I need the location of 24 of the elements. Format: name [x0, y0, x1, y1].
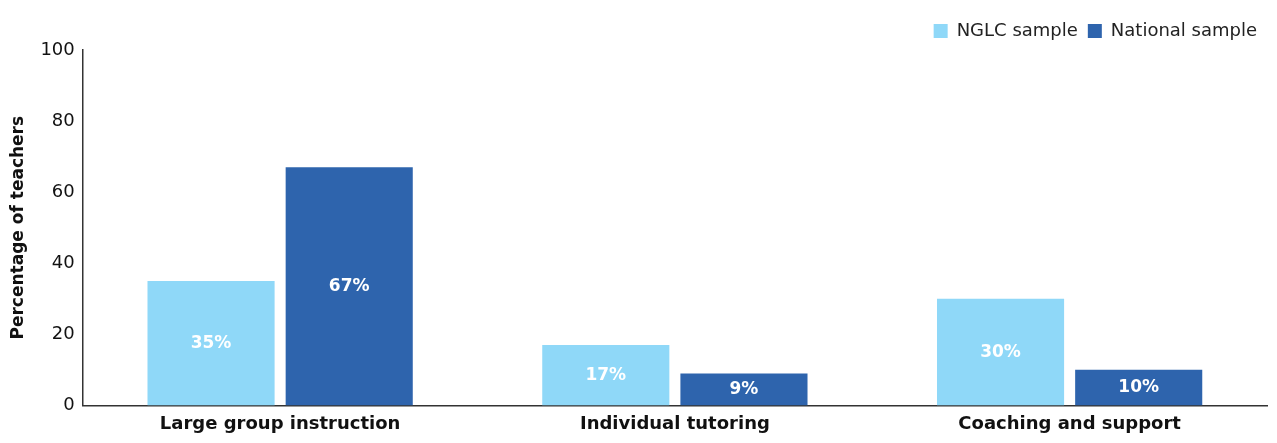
y-tick-label: 100: [40, 37, 75, 59]
y-tick-label: 60: [51, 179, 75, 201]
bar: [1075, 369, 1203, 406]
y-tick-label: 0: [63, 393, 75, 415]
bar: [285, 167, 413, 406]
data-label: 30%: [980, 340, 1021, 361]
y-tick-label: 20: [51, 321, 75, 343]
x-tick-label: Individual tutoring: [579, 411, 770, 433]
legend-label: National sample: [1110, 18, 1257, 40]
data-label: 67%: [328, 274, 370, 295]
y-tick-label: 80: [51, 108, 75, 130]
data-label: 10%: [1118, 376, 1160, 397]
bar: [542, 344, 670, 406]
y-tick-label: 40: [51, 250, 75, 272]
x-tick-label: Large group instruction: [159, 411, 401, 433]
bar: [147, 281, 275, 406]
data-label: 9%: [729, 377, 759, 398]
x-tick-label: Coaching and support: [958, 411, 1182, 433]
legend-label: NGLC sample: [956, 18, 1078, 40]
bar: [680, 373, 808, 406]
data-label: 17%: [585, 363, 627, 384]
y-axis-title: Percentage of teachers: [6, 115, 27, 340]
bar: [936, 298, 1065, 406]
data-label: 35%: [190, 331, 232, 352]
